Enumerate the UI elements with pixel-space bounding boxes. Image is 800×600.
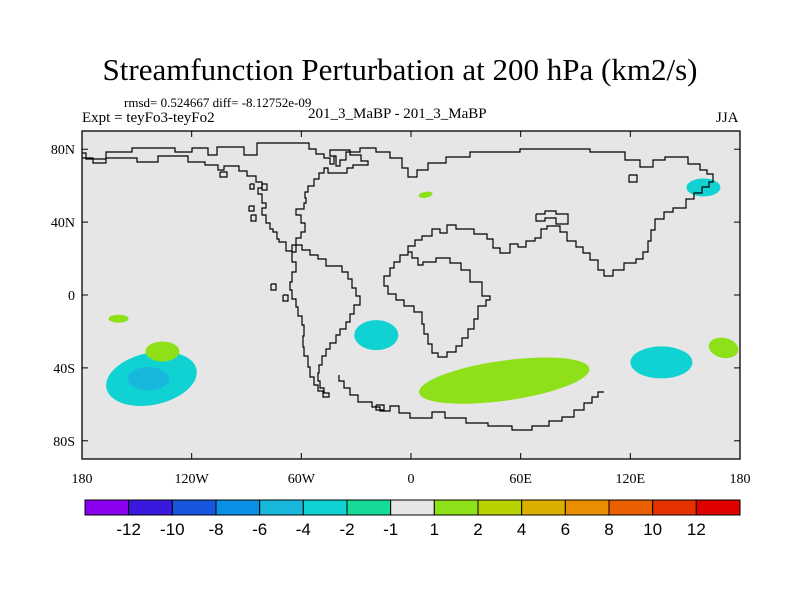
coastline-antarctica	[338, 375, 604, 431]
season-label: JJA	[716, 110, 739, 126]
coastline-islands-west	[248, 205, 255, 212]
colorbar-swatch	[171, 499, 217, 516]
x-axis: 180 120W 60W 0 60E 120E 180	[72, 131, 751, 487]
coastline-greenland-europe-asia	[334, 147, 714, 277]
stats-line: rmsd= 0.524667 diff= -8.12752e-09	[124, 95, 312, 110]
colorbar-label: 6	[561, 520, 570, 539]
colorbar-swatch	[215, 499, 261, 516]
colorbar-label: -4	[296, 520, 311, 539]
x-tick-label: 60E	[509, 472, 532, 487]
colorbar-label: 12	[687, 520, 706, 539]
anomaly-region	[708, 337, 739, 359]
chart-title: Streamfunction Perturbation at 200 hPa (…	[102, 52, 698, 87]
coastline-island-d	[270, 283, 277, 291]
colorbar-label: 2	[473, 520, 482, 539]
anomaly-region	[354, 320, 399, 351]
anomaly-peak	[127, 367, 170, 391]
colorbar-label: 10	[643, 520, 662, 539]
coastline-island-g	[219, 171, 228, 178]
colorbar-swatch	[84, 499, 130, 516]
y-axis: 80N 40N 0 40S 80S	[51, 143, 740, 450]
anomaly-layer	[106, 178, 739, 406]
colorbar-label: -2	[339, 520, 354, 539]
colorbar-swatch	[564, 499, 610, 516]
colorbar-label: -8	[208, 520, 223, 539]
colorbar-swatch	[695, 499, 741, 516]
x-tick-label: 60W	[288, 472, 316, 487]
y-tick-label: 80N	[51, 143, 75, 158]
coastline-americas	[82, 142, 369, 252]
x-tick-label: 0	[408, 472, 415, 487]
colorbar-swatch	[346, 499, 392, 516]
anomaly-region	[418, 191, 433, 198]
coastline-island-c	[261, 183, 268, 191]
coastline-island-e	[282, 294, 289, 302]
y-tick-label: 80S	[53, 435, 75, 450]
colorbar-swatch	[433, 499, 479, 516]
coastlines	[82, 142, 714, 431]
anomaly-region	[419, 357, 590, 404]
colorbar-label: -1	[383, 520, 398, 539]
anomaly-region	[630, 346, 693, 379]
left-label: Expt = teyFo3-teyFo2	[82, 110, 215, 126]
colorbar-swatch	[259, 499, 304, 516]
coastline-south-america	[289, 244, 361, 398]
x-tick-label: 180	[72, 472, 93, 487]
map-background	[82, 131, 740, 459]
colorbar-swatch	[477, 499, 523, 516]
coastline-island-i	[628, 174, 638, 183]
colorbar: -12 -10 -8 -6 -4 -2 -1 1 2 4 6 8 10 12	[84, 499, 741, 539]
center-label: 201_3_MaBP - 201_3_MaBP	[308, 106, 487, 122]
y-tick-label: 0	[68, 289, 75, 304]
coastline-island-f	[535, 210, 569, 225]
x-tick-label: 180	[730, 472, 751, 487]
colorbar-swatch	[390, 499, 435, 516]
colorbar-label: 4	[517, 520, 526, 539]
y-tick-label: 40S	[53, 362, 75, 377]
coastline-africa	[383, 251, 491, 358]
colorbar-swatch	[302, 499, 348, 516]
x-tick-label: 120E	[616, 472, 646, 487]
colorbar-label: 8	[604, 520, 613, 539]
x-tick-label: 120W	[175, 472, 210, 487]
coastline-island-a	[250, 214, 257, 222]
y-tick-label: 40N	[51, 216, 75, 231]
anomaly-region	[108, 314, 129, 323]
colorbar-label: 1	[430, 520, 439, 539]
colorbar-swatch	[521, 499, 566, 516]
coastline-island-h	[375, 404, 385, 411]
colorbar-swatch	[128, 499, 173, 516]
colorbar-swatch	[652, 499, 697, 516]
colorbar-label: -10	[160, 520, 185, 539]
colorbar-label: -6	[252, 520, 267, 539]
colorbar-swatch	[608, 499, 654, 516]
coastline-island-b	[249, 183, 255, 190]
colorbar-label: -12	[116, 520, 141, 539]
anomaly-region	[145, 341, 180, 362]
